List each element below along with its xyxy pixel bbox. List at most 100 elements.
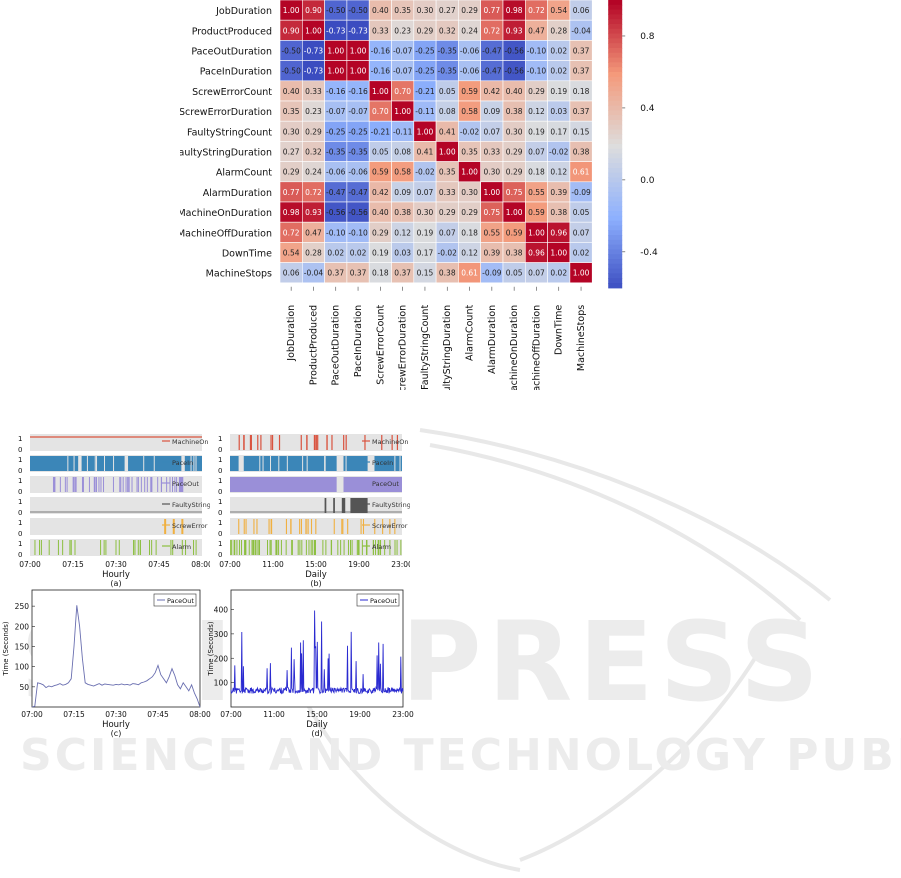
cell-value: -0.21 [415, 87, 435, 96]
cell-value: -0.50 [348, 6, 368, 15]
cell-value: 0.07 [528, 148, 545, 157]
colorbar-segment [608, 148, 623, 155]
cell-value: 0.24 [305, 168, 322, 177]
cell-value: 0.90 [283, 26, 300, 35]
cell-value: 0.54 [550, 6, 567, 15]
legend-label: PaceIn [372, 459, 393, 467]
colorbar-segment [608, 43, 623, 49]
colorbar-segment [608, 167, 623, 174]
cell-value: 0.58 [394, 168, 411, 177]
cell-value: 0.42 [372, 188, 389, 197]
cell-value: 0.39 [550, 188, 567, 197]
track-y-tick: 1 [18, 498, 22, 506]
cell-value: 0.18 [528, 168, 545, 177]
colorbar-segment [608, 47, 623, 54]
cell-value: -0.35 [438, 47, 458, 56]
colorbar-segment [608, 230, 623, 236]
column-label: FaultyStringDuration [442, 305, 453, 390]
x-tick-label: 07:00 [19, 560, 41, 569]
cell-value: 0.30 [506, 127, 523, 136]
cell-value: -0.06 [460, 47, 480, 56]
cell-value: 0.54 [283, 249, 300, 258]
legend-label: MachineOn [372, 438, 408, 446]
cell-value: 0.72 [305, 188, 322, 197]
cell-value: 0.28 [305, 249, 322, 258]
cell-value: 0.98 [283, 208, 300, 217]
cell-value: 0.58 [461, 107, 478, 116]
y-tick-label: 50 [19, 683, 29, 692]
cell-value: 1.00 [327, 67, 344, 76]
cell-value: 0.02 [550, 47, 567, 56]
cell-value: 1.00 [394, 107, 411, 116]
x-tick-label: 15:00 [305, 560, 327, 569]
cell-value: 0.40 [372, 208, 389, 217]
colorbar-segment [608, 33, 623, 39]
track-signal-faultystring [230, 498, 402, 513]
track-y-tick: 1 [18, 456, 22, 464]
cell-value: 0.30 [461, 188, 478, 197]
colorbar-label: -0.4 [640, 248, 658, 258]
column-label: FaultyStringCount [420, 305, 431, 390]
colorbar-segment [608, 9, 623, 15]
cell-value: -0.16 [348, 87, 368, 96]
cell-value: 1.00 [327, 47, 344, 56]
cell-value: 0.55 [528, 188, 545, 197]
cell-value: 0.72 [528, 6, 545, 15]
cell-value: 0.05 [573, 208, 590, 217]
cell-value: 0.29 [461, 6, 478, 15]
cell-value: 0.06 [283, 269, 300, 278]
x-tick-label: 19:00 [348, 560, 370, 569]
column-label: ScrewErrorDuration [398, 305, 409, 390]
colorbar-label: 0.4 [640, 104, 655, 114]
colorbar-segment [608, 62, 623, 68]
y-tick-label: 400 [214, 606, 229, 615]
cell-value: -0.06 [460, 67, 480, 76]
cell-value: -0.10 [527, 47, 547, 56]
colorbar-segment [608, 76, 623, 83]
column-label: ScrewErrorCount [375, 305, 386, 385]
paceout-line-daily: 100 200 300 400 07:00 11:00 15:00 19:00 23:00 Pac… [207, 589, 414, 738]
cell-value: 1.00 [350, 47, 367, 56]
colorbar-segment [608, 211, 623, 217]
colorbar-segment [608, 273, 623, 279]
cell-value: 1.00 [506, 208, 523, 217]
track-y-tick: 0 [18, 467, 22, 475]
cell-value: 0.29 [461, 208, 478, 217]
cell-value: -0.50 [281, 47, 301, 56]
cell-value: 0.41 [439, 127, 456, 136]
cell-value: -0.35 [348, 148, 368, 157]
legend-label: ScrewError [172, 522, 208, 530]
legend-label: MachineOn [172, 438, 208, 446]
track-background [30, 434, 202, 451]
cell-value: -0.09 [571, 188, 591, 197]
cell-value: 1.00 [283, 6, 300, 15]
cell-value: 0.37 [573, 47, 590, 56]
cell-value: 0.35 [283, 107, 300, 116]
cell-value: -0.56 [348, 208, 368, 217]
cell-value: -0.07 [326, 107, 346, 116]
colorbar-segment [608, 67, 623, 73]
cell-value: 1.00 [573, 269, 590, 278]
cell-value: -0.16 [326, 87, 346, 96]
cell-value: 0.29 [506, 168, 523, 177]
column-label: DownTime [554, 305, 565, 355]
cell-value: -0.25 [415, 67, 435, 76]
x-tick-label: 23:00 [392, 710, 414, 719]
colorbar-segment [608, 0, 623, 6]
legend-label: PaceOut [167, 597, 194, 605]
column-label: MachineStops [576, 305, 587, 371]
cell-value: 0.02 [550, 269, 567, 278]
x-tick-label: 07:30 [105, 710, 127, 719]
cell-value: -0.73 [348, 26, 368, 35]
cell-value: -0.06 [348, 168, 368, 177]
colorbar-segment [608, 14, 623, 20]
y-axis-label: Time (Seconds) [2, 621, 10, 676]
colorbar-segment [608, 143, 623, 150]
colorbar-segment [608, 28, 623, 35]
cell-value: 0.07 [439, 228, 456, 237]
cell-value: 0.12 [550, 168, 567, 177]
y-tick-label: 200 [214, 654, 229, 663]
cell-value: 0.30 [417, 6, 434, 15]
legend-label: PaceOut [372, 480, 399, 488]
cell-value: 0.38 [550, 208, 567, 217]
